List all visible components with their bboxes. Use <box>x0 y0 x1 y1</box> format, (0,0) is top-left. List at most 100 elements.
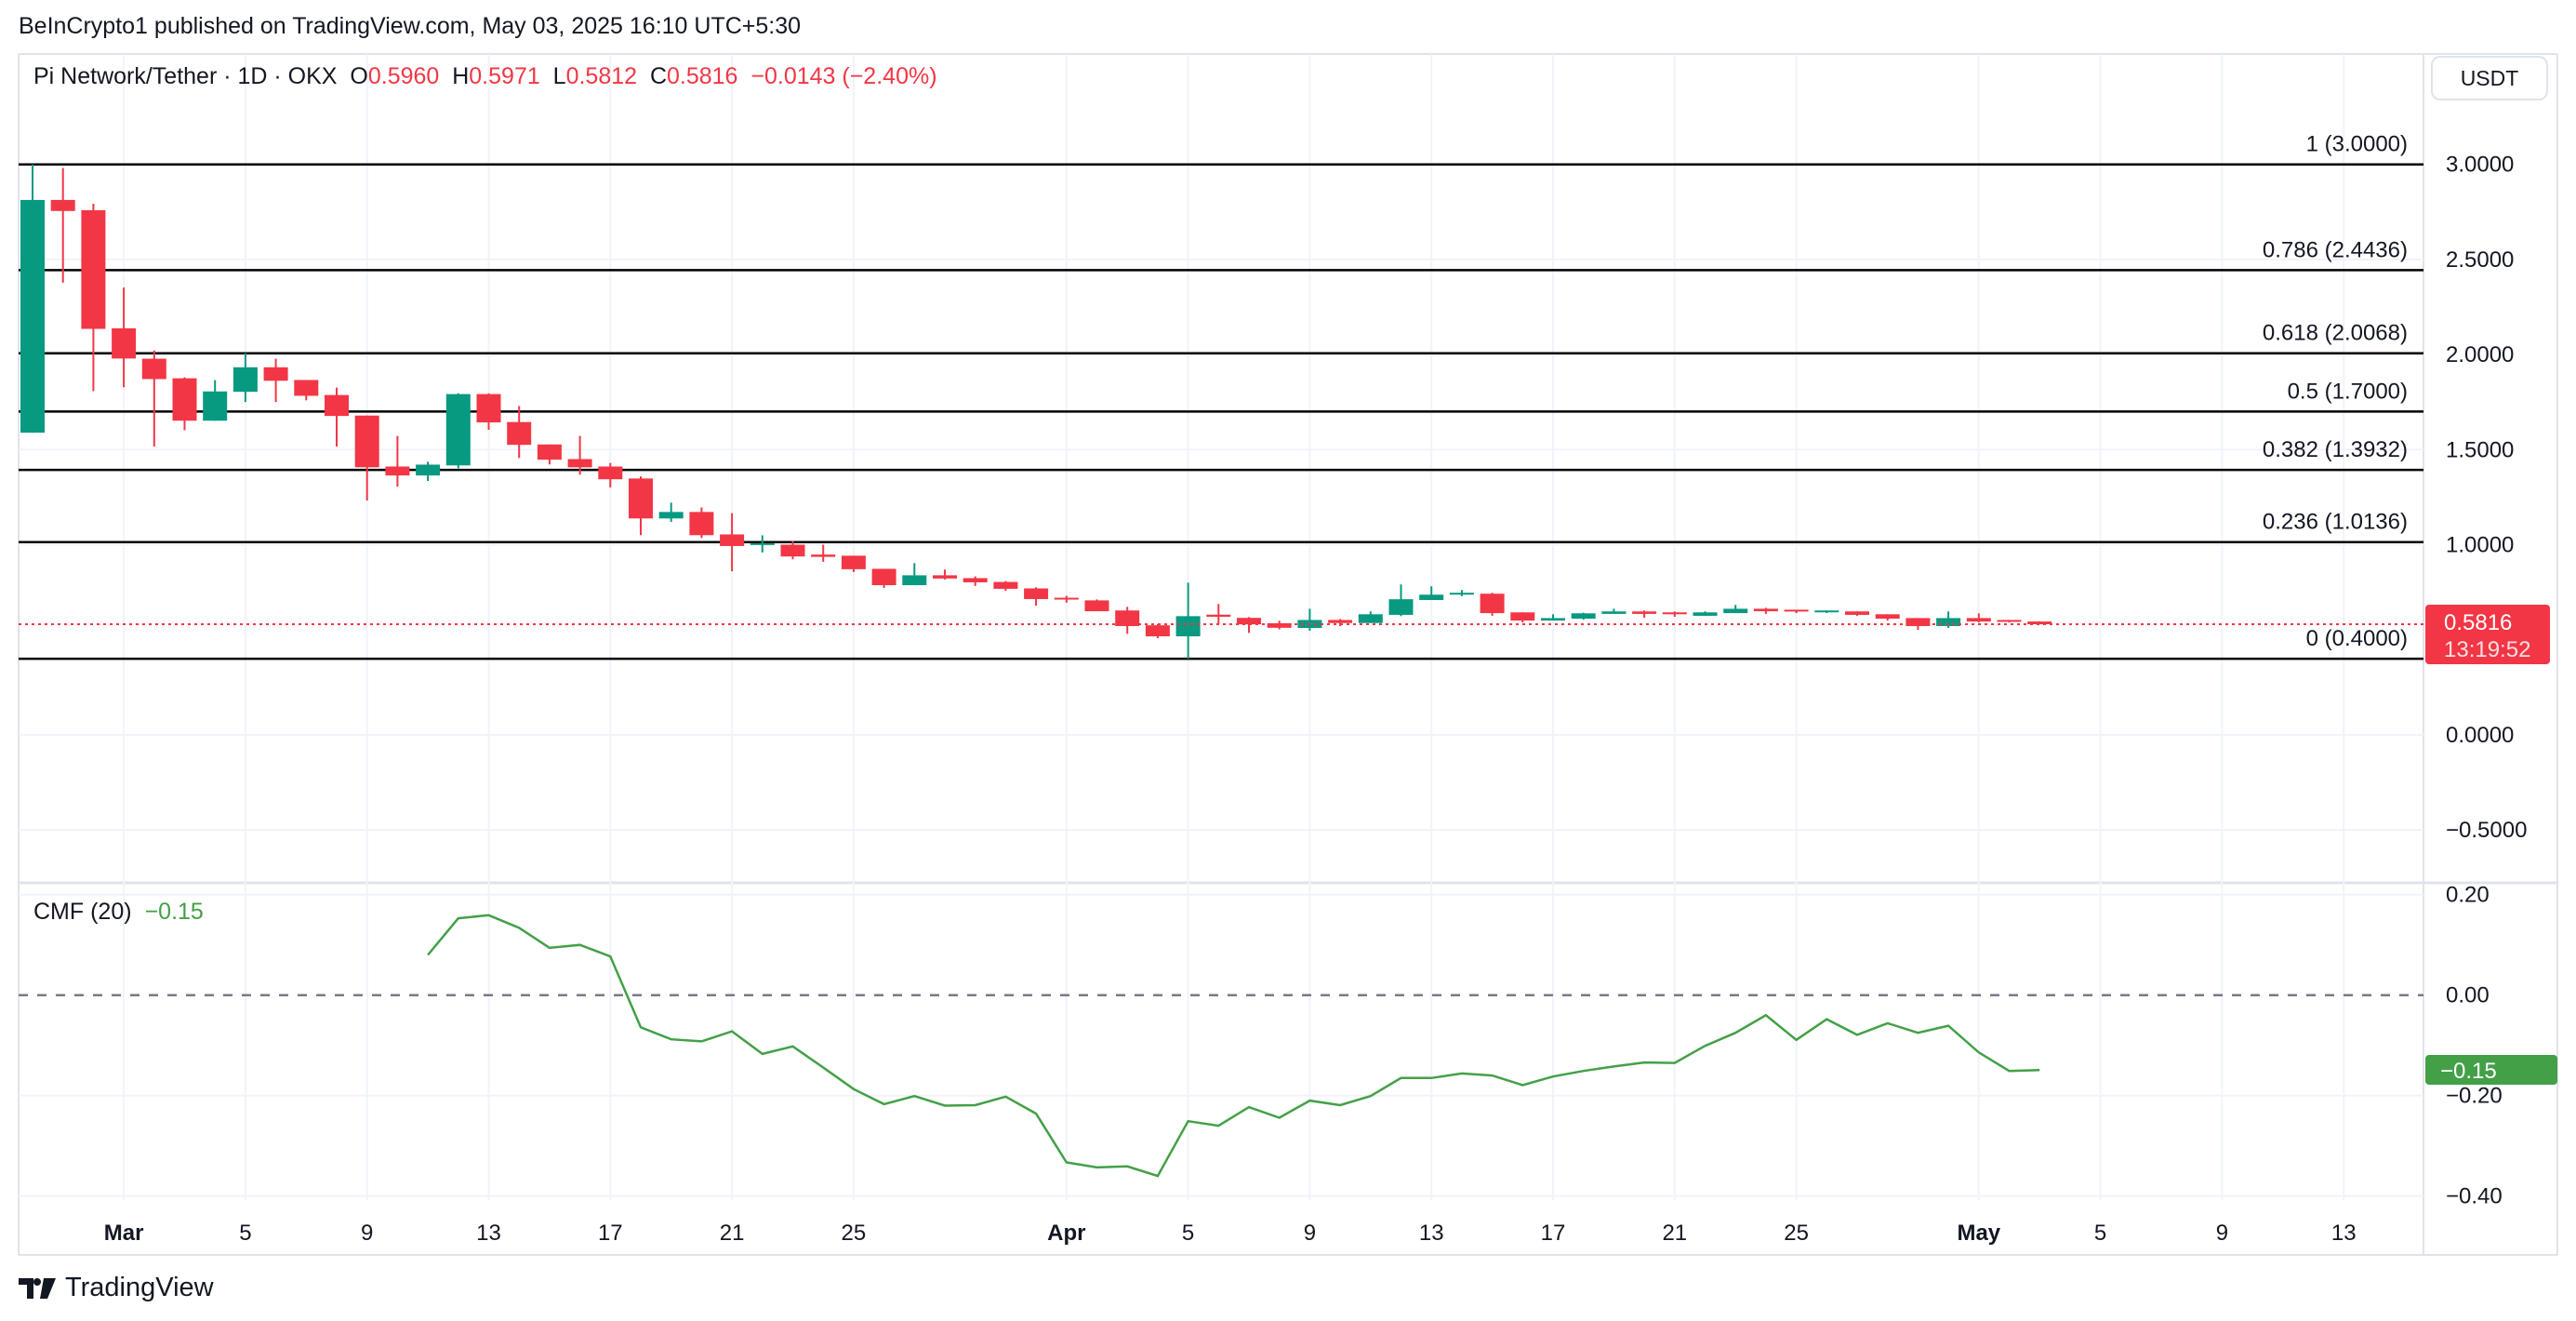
candle-body <box>1541 618 1565 621</box>
candle <box>1723 605 1748 614</box>
cmf-legend[interactable]: CMF (20) −0.15 <box>33 899 204 926</box>
candle <box>933 569 957 580</box>
candle-body <box>1328 620 1353 623</box>
candle-body <box>1206 614 1231 617</box>
candle <box>841 555 866 572</box>
candle-body <box>354 415 379 468</box>
candle-body <box>871 568 896 586</box>
candle-body <box>1084 600 1109 612</box>
candle <box>1388 584 1414 617</box>
candle-body <box>780 544 805 557</box>
candle-body <box>1936 618 1961 626</box>
symbol-name[interactable]: Pi Network/Tether · 1D · OKX <box>33 63 338 89</box>
candle-body <box>1966 618 1991 622</box>
candle-body <box>1693 612 1718 616</box>
candle-body <box>1419 594 1444 600</box>
time-axis-label: 13 <box>1419 1221 1444 1246</box>
publish-info: BeInCrypto1 published on TradingView.com… <box>19 13 802 39</box>
candle <box>780 540 805 560</box>
candle <box>1206 604 1231 624</box>
symbol-legend: Pi Network/Tether · 1D · OKX O0.5960 H0.… <box>33 63 937 90</box>
price-axis-label: 2.5000 <box>2446 247 2514 273</box>
price-axis-label: 2.0000 <box>2446 342 2514 367</box>
time-axis-label: 21 <box>1662 1221 1687 1246</box>
candle <box>1449 590 1474 596</box>
candle-body <box>1237 618 1261 625</box>
candle <box>476 393 501 431</box>
candlestick-series <box>19 164 2423 660</box>
candle-body <box>841 555 866 569</box>
fib-level-label: 0.618 (2.0068) <box>2263 321 2408 346</box>
last-price-badge <box>2425 605 2550 664</box>
time-axis-label: 25 <box>842 1221 867 1246</box>
candle-body <box>1875 614 1900 620</box>
currency-button[interactable]: USDT <box>2431 56 2548 100</box>
candle-body <box>902 575 927 586</box>
low-label: L <box>552 63 566 89</box>
candle-body <box>325 394 349 417</box>
candle <box>112 287 137 388</box>
time-axis-label: 17 <box>598 1221 623 1246</box>
candle-body <box>629 478 653 519</box>
cmf-axis-label: −0.40 <box>2446 1184 2503 1209</box>
candle <box>1753 607 1778 614</box>
candle <box>1267 620 1292 630</box>
tradingview-wordmark: TradingView <box>65 1273 214 1302</box>
candle-body <box>1175 616 1201 637</box>
candle <box>416 461 441 482</box>
time-axis-label: 21 <box>720 1221 745 1246</box>
candle <box>1358 611 1383 623</box>
tradingview-logo-icon <box>19 1277 56 1299</box>
candle-body <box>1571 613 1596 620</box>
candle <box>871 568 896 589</box>
candle-body <box>750 542 775 545</box>
high-value: 0.5971 <box>469 63 540 89</box>
candle-body <box>263 367 288 381</box>
candle-body <box>1723 608 1748 614</box>
price-axis-label: −0.5000 <box>2446 818 2527 843</box>
cmf-series <box>427 914 2040 1178</box>
cmf-badge-value: −0.15 <box>2440 1059 2497 1084</box>
time-axis-label: 25 <box>1784 1221 1809 1246</box>
candle <box>1784 609 1809 614</box>
candle <box>1054 595 1079 603</box>
candle-body <box>963 578 988 582</box>
candle <box>1662 611 1687 617</box>
candle-body <box>1480 594 1505 614</box>
time-axis-label: 13 <box>2331 1221 2357 1246</box>
candle <box>993 580 1018 592</box>
time-axis-label: 17 <box>1541 1221 1566 1246</box>
cmf-axis-label: 0.00 <box>2446 983 2490 1008</box>
candle-body <box>50 199 75 211</box>
time-axis-label: 9 <box>1304 1221 1316 1246</box>
candle <box>1541 614 1565 621</box>
candle <box>385 435 410 487</box>
candle <box>1480 593 1505 616</box>
time-axis-label: Apr <box>1047 1221 1085 1246</box>
candle <box>1145 623 1170 639</box>
candle-body <box>1662 612 1687 615</box>
candle-body <box>1510 612 1535 621</box>
candle-body <box>567 459 592 468</box>
candle <box>325 387 349 447</box>
candle <box>1115 607 1140 634</box>
candle-body <box>1267 622 1292 628</box>
tradingview-logo[interactable]: TradingView <box>19 1273 214 1303</box>
candle-body <box>507 421 532 446</box>
candle-body <box>1814 610 1839 613</box>
candle-body <box>1388 599 1414 615</box>
price-axis-label: 3.0000 <box>2446 153 2514 178</box>
fib-level-label: 0.236 (1.0136) <box>2263 510 2408 535</box>
candle-body <box>112 327 137 359</box>
time-axis-label: 5 <box>2094 1221 2106 1246</box>
fib-level-label: 1 (3.0000) <box>2306 132 2408 157</box>
time-axis-label: 5 <box>1182 1221 1194 1246</box>
candle <box>2027 620 2052 625</box>
candle-body <box>141 358 166 380</box>
candle <box>1175 582 1201 660</box>
price-badges: 0.5816 13:19:52 −0.15 <box>2425 605 2557 1085</box>
fib-level-label: 0.382 (1.3932) <box>2263 437 2408 462</box>
time-axis-label: 9 <box>361 1221 373 1246</box>
candle <box>507 406 532 459</box>
